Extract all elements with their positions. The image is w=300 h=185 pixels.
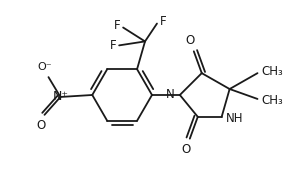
Text: O: O: [181, 143, 190, 156]
Text: CH₃: CH₃: [262, 65, 283, 78]
Text: N: N: [166, 88, 175, 102]
Text: F: F: [114, 19, 121, 32]
Text: O⁻: O⁻: [37, 62, 52, 72]
Text: O: O: [185, 34, 194, 47]
Text: CH₃: CH₃: [262, 94, 283, 107]
Text: N⁺: N⁺: [52, 90, 68, 103]
Text: NH: NH: [226, 112, 243, 125]
Text: F: F: [160, 15, 166, 28]
Text: F: F: [110, 39, 116, 52]
Text: O: O: [36, 119, 45, 132]
